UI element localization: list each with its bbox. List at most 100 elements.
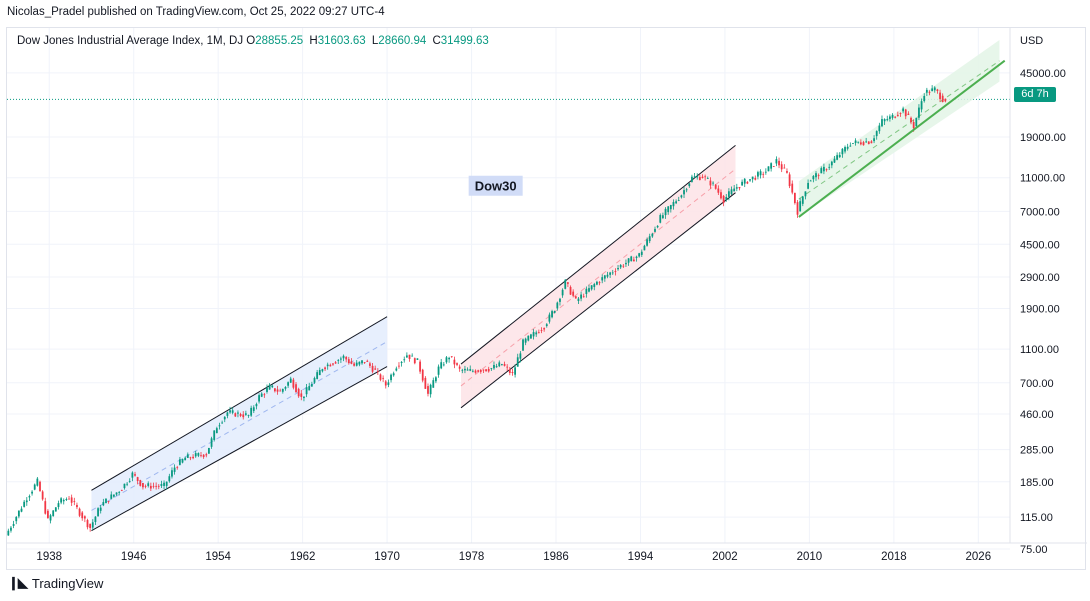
candle-body — [667, 206, 670, 213]
candle-body — [12, 524, 15, 526]
candle-body — [263, 394, 266, 396]
candle-body — [588, 288, 590, 292]
candle-body — [836, 155, 839, 160]
candle-body — [891, 114, 894, 118]
candle-body — [519, 353, 522, 359]
candle-body — [239, 414, 242, 416]
candle-body — [155, 485, 158, 487]
candle-body — [683, 190, 685, 195]
candle-body — [609, 272, 612, 275]
candle-body — [793, 192, 796, 204]
candle-body — [297, 388, 300, 397]
candle-body — [469, 369, 472, 371]
candle-body — [659, 215, 662, 223]
candle-body — [60, 498, 63, 503]
candle-body — [334, 362, 337, 364]
candle-body — [36, 478, 39, 486]
x-tick-label: 1954 — [205, 551, 231, 563]
candle-body — [210, 438, 213, 447]
candle-body — [139, 480, 142, 486]
candle-body — [561, 289, 564, 296]
support-trendline[interactable] — [798, 59, 1006, 218]
x-tick-label: 2010 — [797, 551, 823, 563]
candle-body — [662, 215, 664, 219]
candle-body — [234, 413, 237, 417]
candle-body — [741, 181, 743, 186]
axis-layer: 75.00 115.00 185.00 285.00 460.00 700.00 1100.… — [36, 35, 1065, 563]
candle-body — [411, 355, 414, 357]
y-axis-unit: USD — [1020, 35, 1043, 47]
candle-body — [844, 146, 846, 152]
candle-body — [849, 145, 852, 147]
candle-body — [408, 354, 411, 359]
candle-body — [791, 183, 794, 193]
candle-body — [266, 387, 268, 392]
candle-body — [171, 470, 173, 477]
open-label: O — [246, 35, 256, 47]
candle-body — [479, 369, 482, 372]
candle-body — [131, 472, 134, 478]
candle-body — [10, 527, 12, 531]
candle-body — [49, 515, 52, 521]
footer[interactable]: ❙◣ TradingView — [8, 575, 103, 591]
candle-body — [572, 291, 575, 296]
candle-body — [332, 363, 334, 365]
y-tick-label: 4500.00 — [1020, 239, 1060, 251]
candle-body — [200, 455, 202, 457]
candle-body — [852, 143, 854, 144]
candle-body — [369, 363, 371, 366]
candle-body — [701, 176, 704, 179]
publisher-line: Nicolas_Pradel published on TradingView.… — [7, 6, 385, 18]
candle-body — [15, 517, 18, 522]
candle-body — [205, 454, 208, 456]
candle-body — [603, 275, 606, 279]
candle-body — [413, 358, 416, 364]
candle-body — [458, 366, 461, 369]
candle-body — [160, 484, 163, 486]
candle-body — [580, 294, 582, 299]
candle-body — [276, 389, 279, 392]
candle-body — [654, 228, 656, 232]
candle-body — [86, 520, 89, 528]
candle-body — [918, 107, 920, 118]
candle-body — [173, 467, 176, 472]
candle-body — [17, 510, 20, 517]
candle-body — [163, 482, 165, 486]
candle-body — [289, 378, 292, 383]
candle-body — [762, 173, 765, 175]
candle-body — [466, 369, 469, 371]
candle-body — [727, 191, 730, 197]
candle-body — [712, 182, 714, 184]
candle-body — [559, 298, 561, 302]
candle-body — [537, 332, 540, 334]
candle-body — [485, 369, 487, 372]
candle-body — [688, 183, 691, 187]
candle-body — [226, 412, 229, 416]
candle-body — [363, 362, 366, 363]
candle-body — [482, 369, 485, 371]
open-value: 28855.25 — [255, 35, 304, 47]
candle-body — [907, 113, 910, 116]
chart-canvas[interactable]: Dow30 75.00 115.00 185.00 285.00 460.00 700.0… — [7, 28, 1087, 571]
candle-body — [722, 195, 725, 203]
symbol-legend[interactable]: Dow Jones Industrial Average Index, 1M, … — [17, 35, 492, 47]
trendline-layer[interactable]: Dow30 — [468, 59, 1006, 218]
candle-body — [886, 119, 889, 121]
candle-body — [574, 296, 577, 299]
candle-body — [358, 361, 361, 365]
candle-body — [894, 116, 897, 118]
candle-body — [706, 178, 709, 179]
candle-body — [281, 389, 284, 392]
candle-body — [31, 491, 33, 494]
channel-layer — [91, 40, 1000, 532]
candle-body — [925, 89, 928, 93]
candle-body — [564, 279, 567, 289]
candle-body — [371, 365, 374, 372]
candle-body — [704, 176, 707, 178]
candle-body — [738, 186, 741, 189]
candle-body — [725, 197, 728, 200]
candle-body — [287, 382, 290, 386]
x-tick-label: 1970 — [374, 551, 400, 563]
candle-body — [749, 179, 751, 181]
candle-body — [899, 113, 902, 114]
